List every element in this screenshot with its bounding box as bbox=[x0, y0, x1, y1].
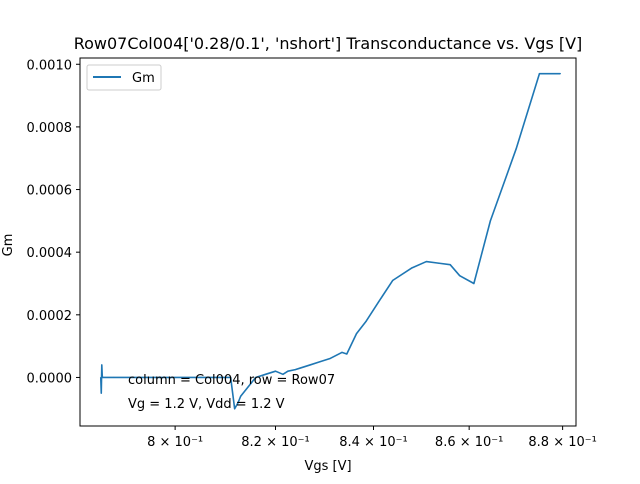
data-point bbox=[113, 376, 115, 379]
data-point bbox=[250, 383, 252, 385]
x-tick-label: 8.8 × 10⁻¹ bbox=[528, 435, 596, 450]
data-point bbox=[392, 279, 394, 281]
data-point bbox=[559, 73, 561, 75]
y-axis-label: Gm bbox=[1, 234, 16, 257]
data-point bbox=[377, 301, 379, 303]
data-point bbox=[346, 353, 348, 355]
y-tick-label: 0.0006 bbox=[27, 184, 73, 199]
plot-area: 8 × 10⁻¹ 8.2 × 10⁻¹ 8.4 × 10⁻¹ 8.6 × 10⁻¹ 8.… bbox=[27, 58, 597, 450]
legend-label: Gm bbox=[132, 71, 155, 86]
data-point bbox=[309, 364, 311, 366]
data-point bbox=[100, 392, 102, 394]
data-point bbox=[459, 275, 461, 277]
data-point bbox=[425, 260, 427, 263]
data-point bbox=[355, 333, 358, 335]
y-tick-label: 0.0000 bbox=[27, 371, 73, 386]
data-point bbox=[255, 376, 257, 379]
y-tick-label: 0.0002 bbox=[27, 309, 73, 324]
data-point bbox=[319, 361, 321, 363]
data-point bbox=[149, 376, 151, 379]
data-point bbox=[341, 351, 343, 353]
x-axis-label: Vgs [V] bbox=[304, 459, 351, 474]
data-point bbox=[411, 267, 413, 269]
annotation-voltages: Vg = 1.2 V, Vdd = 1.2 V bbox=[128, 397, 285, 412]
data-point bbox=[230, 376, 232, 379]
data-point bbox=[282, 373, 284, 375]
data-point bbox=[365, 320, 367, 322]
data-point bbox=[234, 408, 236, 410]
y-tick-label: 0.0010 bbox=[27, 58, 73, 73]
annotation-location: column = Col004, row = Row07 bbox=[128, 373, 335, 388]
data-point bbox=[245, 389, 247, 391]
data-point bbox=[103, 376, 105, 379]
legend-box bbox=[86, 64, 162, 91]
legend: Gm bbox=[86, 64, 162, 91]
data-point bbox=[100, 376, 102, 379]
data-point bbox=[174, 376, 176, 379]
x-tick-label: 8.6 × 10⁻¹ bbox=[435, 435, 503, 450]
x-tick-label: 8 × 10⁻¹ bbox=[147, 435, 203, 450]
chart-title: Row07Col004['0.28/0.1', 'nshort'] Transc… bbox=[74, 34, 583, 53]
data-point bbox=[287, 370, 289, 372]
data-point bbox=[199, 376, 202, 379]
data-point bbox=[329, 358, 331, 360]
data-point bbox=[237, 401, 239, 404]
y-tick-label: 0.0004 bbox=[27, 246, 73, 261]
data-point bbox=[437, 262, 439, 264]
data-point bbox=[240, 395, 242, 397]
data-point bbox=[101, 364, 103, 366]
data-point bbox=[489, 220, 491, 222]
x-tick-label: 8.4 × 10⁻¹ bbox=[339, 435, 407, 450]
x-tick-label: 8.2 × 10⁻¹ bbox=[241, 435, 309, 450]
data-point bbox=[299, 367, 301, 369]
data-point bbox=[515, 148, 517, 150]
data-point bbox=[538, 73, 541, 75]
data-point bbox=[294, 369, 296, 371]
data-point bbox=[264, 373, 267, 375]
y-tick-label: 0.0008 bbox=[27, 121, 73, 136]
data-point bbox=[274, 370, 277, 372]
data-point bbox=[473, 282, 475, 285]
axes-frame bbox=[79, 57, 577, 427]
data-point bbox=[449, 264, 451, 266]
series-line-gm bbox=[99, 72, 561, 410]
